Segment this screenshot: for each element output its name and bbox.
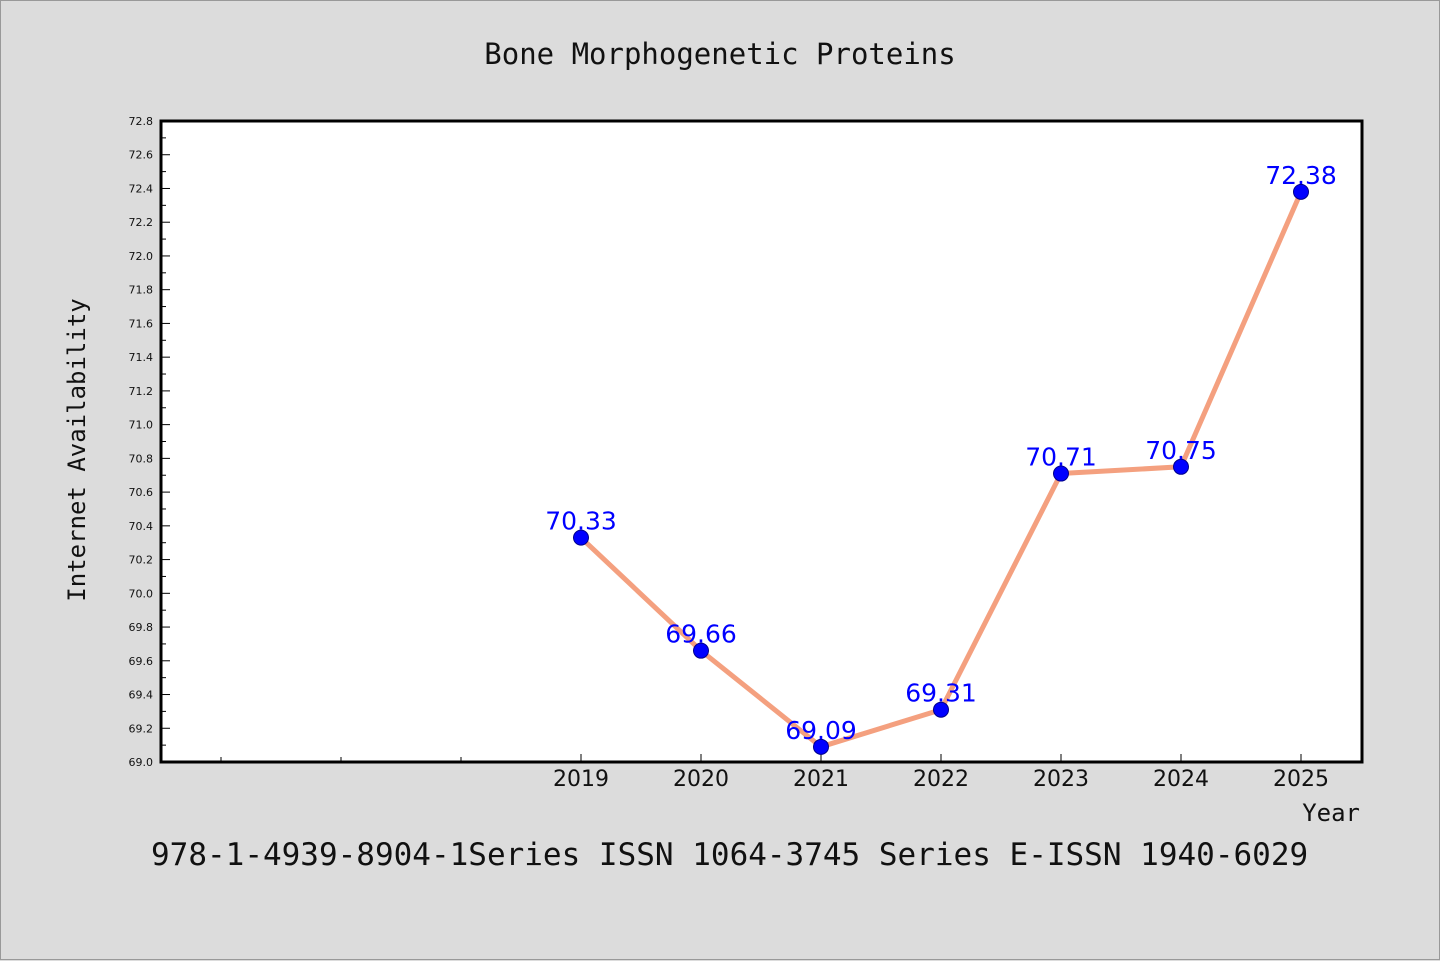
y-tick-label: 71.0 <box>129 419 154 432</box>
chart-title: Bone Morphogenetic Proteins <box>484 37 955 71</box>
x-tick-label: 2022 <box>913 767 969 792</box>
y-tick-label: 72.0 <box>129 250 154 263</box>
y-tick-label: 70.0 <box>129 587 154 600</box>
y-tick-label: 70.2 <box>129 554 154 567</box>
data-point <box>1293 183 1309 200</box>
data-label: 70.33 <box>545 507 617 536</box>
y-tick-label: 72.4 <box>129 182 154 195</box>
data-label: 70.75 <box>1145 436 1217 465</box>
y-tick-label: 71.8 <box>129 284 154 297</box>
x-tick-label: 2021 <box>793 767 849 792</box>
y-tick-label: 72.8 <box>129 115 154 128</box>
y-axis: 69.0 69.2 69.4 69.6 69.8 70.0 70.2 70.4 70.6 70.8… <box>129 115 170 769</box>
y-tick-label: 69.4 <box>129 689 154 702</box>
data-point <box>813 738 829 755</box>
y-tick-label: 71.6 <box>129 317 154 330</box>
y-tick-label: 69.6 <box>129 655 154 668</box>
series-markers <box>573 183 1309 755</box>
data-point <box>1173 458 1189 475</box>
y-tick-label: 72.2 <box>129 216 154 229</box>
footnote-text: 978-1-4939-8904-1Series ISSN 1064-3745 S… <box>151 837 1308 873</box>
data-label: 69.09 <box>785 716 857 745</box>
x-tick-label: 2019 <box>553 767 609 792</box>
y-tick-label: 71.2 <box>129 385 154 398</box>
y-tick-label: 71.4 <box>129 351 154 364</box>
data-point <box>573 529 589 546</box>
x-tick-label: 2024 <box>1153 767 1209 792</box>
plot-area <box>159 119 1364 764</box>
data-point <box>1053 465 1069 482</box>
y-tick-label: 69.8 <box>129 621 154 634</box>
x-axis: 2019 2020 2021 2022 2023 2024 2025 <box>220 754 1329 792</box>
x-tick-label: 2025 <box>1273 767 1329 792</box>
data-label: 69.31 <box>905 679 977 708</box>
y-tick-label: 69.0 <box>129 756 154 769</box>
data-point <box>933 701 949 718</box>
data-point <box>693 642 709 659</box>
x-tick-label: 2023 <box>1033 767 1089 792</box>
y-tick-label: 70.8 <box>129 452 154 465</box>
x-axis-label: Year <box>1302 799 1360 827</box>
y-tick-label: 69.2 <box>129 722 154 735</box>
data-label: 72.38 <box>1265 161 1337 190</box>
y-tick-label: 72.6 <box>129 149 154 162</box>
data-labels: 70.33 69.66 69.09 69.31 70.71 70.75 72.38 <box>545 161 1337 745</box>
y-axis-label: Internet Availability <box>63 298 91 601</box>
y-tick-label: 70.4 <box>129 520 154 533</box>
data-label: 70.71 <box>1025 443 1097 472</box>
x-tick-label: 2020 <box>673 767 729 792</box>
data-label: 69.66 <box>665 620 737 649</box>
y-tick-label: 70.6 <box>129 486 154 499</box>
